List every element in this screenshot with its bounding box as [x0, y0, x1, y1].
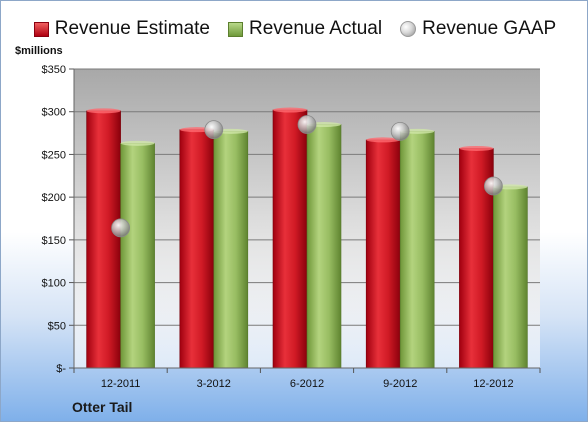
y-axis-unit-label: $millions — [15, 45, 63, 57]
x-tick-label-12-2011: 12-2011 — [101, 378, 141, 390]
gaap-marker-12-2011 — [111, 218, 130, 238]
bar-estimate-3-2012 — [179, 129, 215, 369]
gaap-marker-12-2012 — [483, 176, 503, 196]
y-tick-label-150: $150 — [42, 235, 66, 247]
bar-estimate-cap-9-2012 — [366, 137, 401, 143]
y-tick-label-300: $300 — [42, 107, 66, 119]
x-tick-label-12-2012: 12-2012 — [473, 378, 513, 390]
company-name: Otter Tail — [72, 399, 133, 415]
marker-group — [111, 115, 503, 238]
legend-swatch-actual — [228, 21, 243, 37]
x-axis-ticks: 12-2011 3-2012 6-2012 9-2012 12-2012 — [73, 368, 541, 390]
legend-label-gaap: Revenue GAAP — [422, 18, 557, 39]
bar-actual-12-2011 — [120, 143, 155, 369]
y-tick-label-100: $100 — [42, 278, 66, 290]
chart-legend: Revenue Estimate Revenue Actual Revenue … — [1, 15, 587, 43]
x-tick-label-6-2012: 6-2012 — [290, 378, 324, 390]
bar-estimate-6-2012 — [272, 109, 308, 369]
bar-actual-9-2012 — [399, 131, 435, 369]
bar-estimate-cap-12-2011 — [86, 108, 121, 114]
legend-label-actual: Revenue Actual — [249, 18, 383, 39]
legend-swatch-gaap — [400, 21, 417, 37]
legend-item-revenue-gaap: Revenue GAAP — [400, 15, 556, 43]
y-tick-label-200: $200 — [42, 192, 66, 204]
bar-estimate-12-2011 — [86, 110, 121, 369]
x-tick-label-9-2012: 9-2012 — [383, 378, 417, 390]
legend-swatch-estimate — [33, 21, 49, 37]
bar-estimate-cap-12-2012 — [459, 145, 494, 151]
x-tick-label-3-2012: 3-2012 — [197, 378, 231, 390]
legend-item-revenue-actual: Revenue Actual — [228, 15, 382, 43]
y-tick-label-50: $50 — [48, 320, 66, 332]
bar-actual-3-2012 — [213, 131, 249, 369]
gaap-marker-3-2012 — [204, 120, 224, 140]
bar-actual-12-2012 — [493, 186, 528, 369]
legend-item-revenue-estimate: Revenue Estimate — [33, 15, 210, 43]
bar-actual-6-2012 — [306, 124, 342, 369]
y-tick-label-0: $- — [56, 363, 66, 375]
y-axis-ticks: $- $50 $100 $150 $200 $250 $300 $350 — [42, 64, 540, 375]
gaap-marker-6-2012 — [297, 115, 317, 134]
y-tick-label-250: $250 — [42, 149, 66, 161]
bar-estimate-cap-6-2012 — [273, 107, 307, 113]
bar-actual-cap-12-2011 — [120, 140, 155, 146]
gaap-marker-9-2012 — [390, 121, 410, 141]
y-tick-label-350: $350 — [42, 64, 66, 76]
legend-label-estimate: Revenue Estimate — [54, 18, 210, 39]
bar-estimate-9-2012 — [365, 139, 401, 369]
